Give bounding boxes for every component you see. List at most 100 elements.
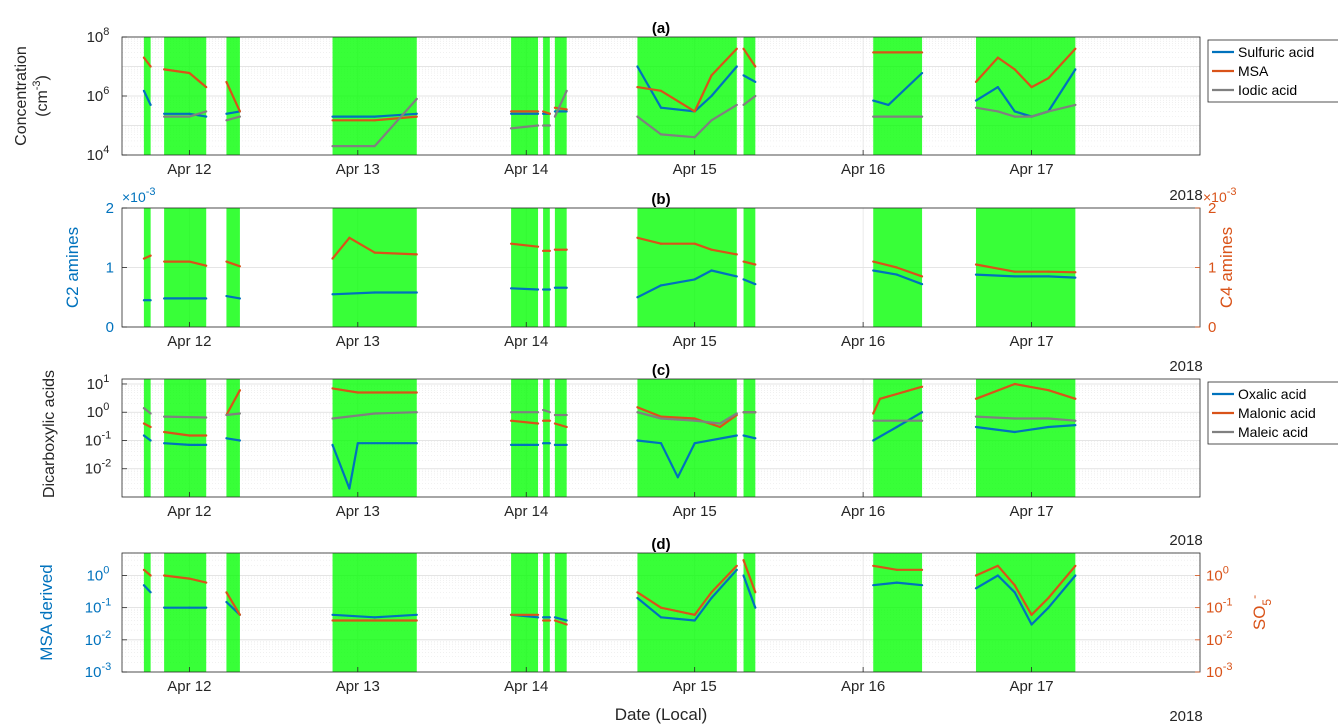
data-point [920, 51, 924, 54]
x-tick-label: Apr 13 [336, 333, 380, 350]
data-point [659, 606, 663, 609]
panel-title: (d) [651, 536, 670, 553]
data-point [225, 591, 228, 594]
data-point [1013, 115, 1016, 118]
data-point [565, 89, 568, 92]
x-tick-label: Apr 14 [504, 333, 548, 350]
data-point [373, 616, 376, 619]
shaded-period [543, 208, 550, 327]
data-point [541, 442, 545, 445]
data-point [142, 568, 145, 571]
shaded-period [332, 379, 417, 497]
data-point [188, 434, 191, 437]
y-right-tick-label: 10-1 [1206, 597, 1232, 617]
data-point [536, 110, 540, 113]
axes-box [121, 552, 1201, 673]
data-point [1074, 271, 1077, 274]
data-point [735, 65, 738, 68]
data-point [659, 415, 663, 418]
data-point [225, 80, 228, 84]
data-point [553, 413, 556, 417]
data-point [188, 115, 191, 118]
series-line-segment [225, 81, 241, 112]
shaded-period [543, 553, 550, 672]
data-point [331, 417, 334, 420]
data-point [565, 413, 568, 417]
series-line-segment [975, 382, 1076, 400]
data-point [548, 112, 551, 115]
series-line-2 [142, 559, 1077, 626]
data-point [415, 391, 418, 394]
data-point [142, 434, 145, 437]
data-point [553, 422, 556, 425]
series-line-segment [510, 419, 539, 425]
data-point [536, 616, 540, 619]
series-line-segment [554, 422, 568, 429]
data-point [331, 145, 334, 148]
shaded-period [164, 553, 207, 672]
shaded-period [743, 208, 756, 327]
data-point [553, 619, 556, 622]
x-tick-label: Apr 17 [1009, 678, 1053, 695]
y-axis-unit: (cm-3) [31, 75, 51, 117]
data-point [659, 242, 663, 245]
year-label: 2018 [1169, 532, 1202, 549]
data-point [710, 269, 713, 272]
legend-label: Iodic acid [1238, 82, 1297, 98]
data-point [509, 443, 513, 446]
series-line-segment [226, 115, 241, 122]
data-point [872, 99, 875, 102]
data-point [205, 443, 208, 446]
data-point [149, 412, 152, 415]
series-line-segment [143, 434, 152, 442]
data-point [693, 278, 696, 281]
data-point [742, 74, 745, 77]
series-line-segment [226, 110, 241, 115]
data-point [718, 425, 722, 429]
data-point [659, 442, 663, 445]
data-point [553, 616, 556, 619]
series-line-segment [743, 278, 756, 286]
data-point [163, 115, 166, 118]
data-point [735, 568, 738, 571]
data-point [142, 89, 145, 92]
data-point [565, 110, 568, 113]
series-line-segment [554, 619, 568, 626]
data-point [149, 439, 152, 442]
data-point [536, 245, 540, 248]
data-point [636, 236, 639, 239]
year-label: 2018 [1169, 358, 1202, 375]
series-iodic-acid [163, 89, 1077, 148]
y-tick-label: 104 [87, 144, 110, 164]
y-right-tick-label: 100 [1206, 564, 1229, 584]
data-point [548, 419, 551, 422]
data-point [331, 257, 334, 260]
series-line-segment [225, 591, 241, 616]
series-line-segment [554, 106, 567, 111]
shaded-period [226, 208, 240, 327]
series-line-segment [164, 415, 207, 419]
data-point [974, 415, 978, 418]
data-point [895, 425, 898, 429]
data-point [1047, 389, 1050, 392]
data-point [238, 613, 242, 616]
data-point [163, 112, 166, 115]
data-point [659, 133, 663, 136]
data-point [710, 596, 713, 600]
data-point [541, 249, 545, 252]
y-tick-label: 10-1 [85, 429, 111, 449]
shaded-period [143, 208, 151, 327]
shaded-periods [143, 553, 1076, 672]
y-right-exponent-label: ×10-3 [1203, 186, 1237, 205]
series-line-segment [542, 110, 551, 115]
data-point [536, 443, 540, 446]
y-tick-label: 2 [106, 200, 114, 217]
data-point [1013, 430, 1016, 434]
data-point [149, 425, 152, 429]
data-point [536, 613, 540, 616]
data-point [415, 442, 418, 445]
series-malonic-acid [142, 382, 1077, 437]
data-point [1074, 47, 1077, 50]
data-point [735, 412, 738, 415]
data-point [205, 264, 208, 267]
